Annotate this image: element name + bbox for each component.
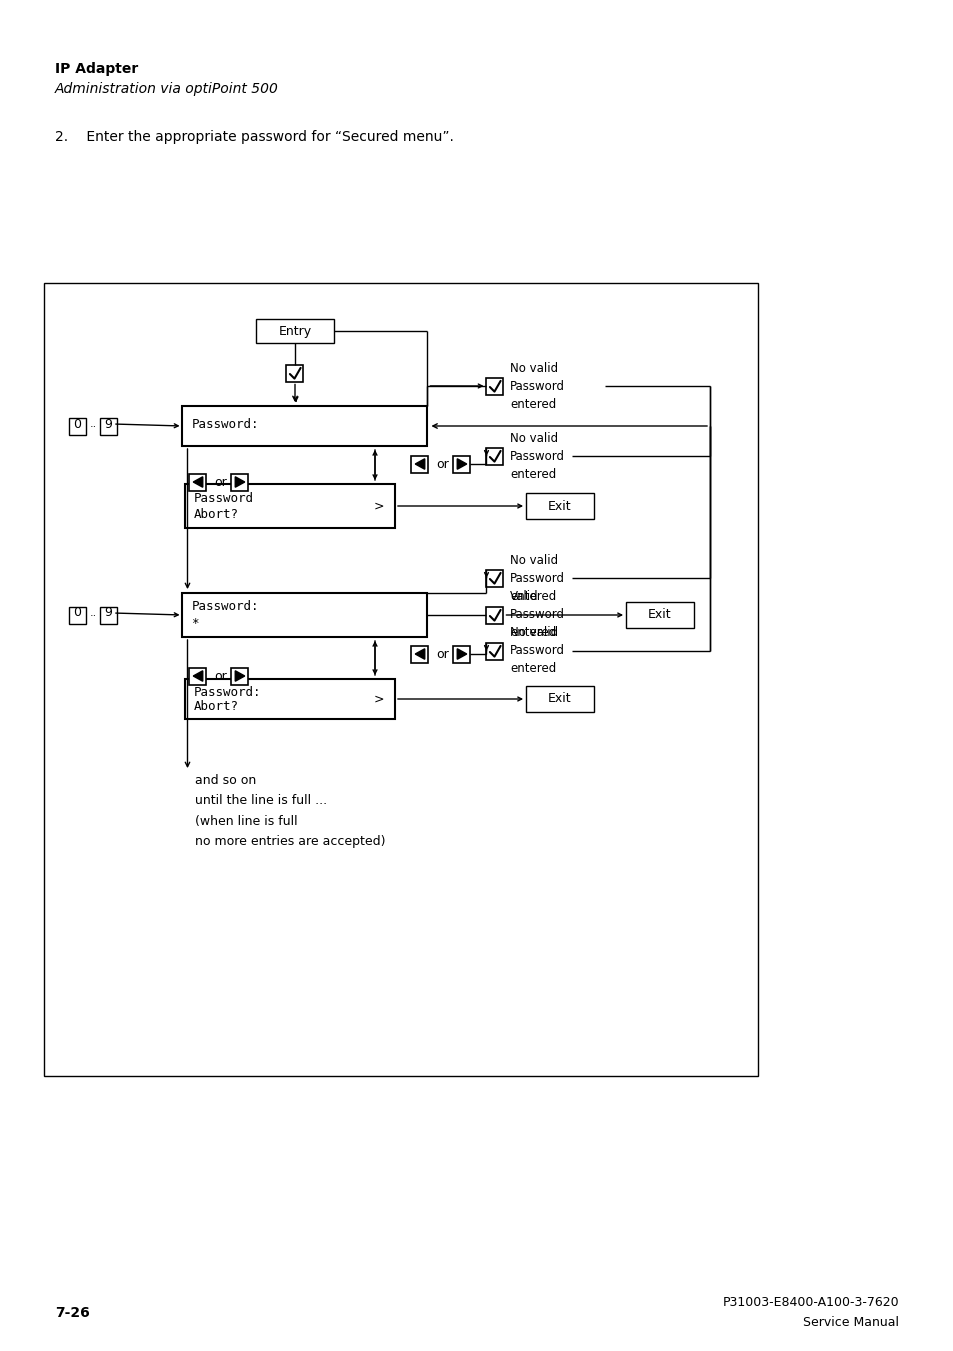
Text: 0: 0 (73, 417, 81, 431)
Text: (when line is full: (when line is full (195, 815, 297, 828)
Polygon shape (235, 477, 245, 488)
Text: entered: entered (510, 589, 556, 603)
Text: ..: .. (90, 608, 96, 617)
Polygon shape (415, 648, 424, 659)
Text: 9: 9 (104, 417, 112, 431)
Bar (255, 319, 334, 343)
Text: Abort?: Abort? (193, 508, 239, 520)
Polygon shape (456, 459, 466, 469)
Bar (182, 593, 427, 638)
Bar (44, 282, 758, 1075)
Text: Password: Password (510, 380, 564, 393)
Bar (190, 473, 206, 490)
Bar (190, 667, 206, 685)
Text: or: or (213, 476, 227, 489)
Bar (486, 607, 503, 624)
Polygon shape (415, 459, 424, 469)
Text: P31003-E8400-A100-3-7620: P31003-E8400-A100-3-7620 (721, 1297, 898, 1309)
Text: Administration via optiPoint 500: Administration via optiPoint 500 (55, 82, 278, 96)
Text: >: > (374, 500, 384, 512)
Text: No valid: No valid (510, 627, 558, 639)
Bar (625, 603, 693, 628)
Text: Exit: Exit (548, 693, 571, 705)
Text: 9: 9 (104, 607, 112, 620)
Text: 2.  Enter the appropriate password for “Secured menu”.: 2. Enter the appropriate password for “S… (55, 130, 454, 145)
Text: entered: entered (510, 662, 556, 676)
Text: Valid: Valid (510, 590, 538, 604)
Bar (525, 493, 594, 519)
Text: entered: entered (510, 627, 556, 639)
Text: Password: Password (510, 571, 564, 585)
Bar (525, 686, 594, 712)
Bar (185, 680, 395, 719)
Text: Abort?: Abort? (193, 701, 239, 713)
Text: No valid: No valid (510, 554, 558, 566)
Bar (453, 646, 470, 662)
Text: No valid: No valid (510, 431, 558, 444)
Polygon shape (235, 670, 245, 681)
Text: no more entries are accepted): no more entries are accepted) (195, 835, 386, 847)
Bar (232, 667, 248, 685)
Bar (69, 607, 86, 624)
Bar (182, 407, 427, 446)
Text: Password: Password (510, 644, 564, 658)
Polygon shape (193, 670, 203, 681)
Text: Service Manual: Service Manual (802, 1316, 898, 1329)
Text: entered: entered (510, 397, 556, 411)
Bar (486, 377, 503, 394)
Text: No valid: No valid (510, 362, 558, 374)
Polygon shape (456, 648, 466, 659)
Text: Exit: Exit (647, 608, 671, 621)
Text: Entry: Entry (278, 324, 312, 338)
Bar (100, 417, 117, 435)
Text: 7-26: 7-26 (55, 1306, 90, 1320)
Bar (411, 455, 428, 473)
Text: until the line is full ...: until the line is full ... (195, 794, 327, 808)
Text: >: > (374, 693, 384, 705)
Text: 0: 0 (73, 607, 81, 620)
Text: or: or (436, 647, 448, 661)
Polygon shape (193, 477, 203, 488)
Bar (453, 455, 470, 473)
Text: Password:: Password: (192, 600, 258, 613)
Bar (486, 643, 503, 659)
Text: entered: entered (510, 467, 556, 481)
Bar (69, 417, 86, 435)
Text: *: * (192, 616, 199, 630)
Bar (286, 365, 303, 381)
Bar (486, 447, 503, 465)
Text: Password:: Password: (192, 417, 258, 431)
Bar (411, 646, 428, 662)
Bar (232, 473, 248, 490)
Bar (486, 570, 503, 586)
Text: Password: Password (510, 608, 564, 621)
Text: ..: .. (90, 419, 96, 430)
Text: and so on: and so on (195, 774, 256, 788)
Text: Password: Password (510, 450, 564, 462)
Text: Password: Password (193, 492, 253, 504)
Bar (185, 484, 395, 528)
Text: Password:: Password: (193, 685, 261, 698)
Text: or: or (436, 458, 448, 470)
Bar (100, 607, 117, 624)
Text: or: or (213, 670, 227, 682)
Text: Exit: Exit (548, 500, 571, 512)
Text: IP Adapter: IP Adapter (55, 62, 138, 76)
